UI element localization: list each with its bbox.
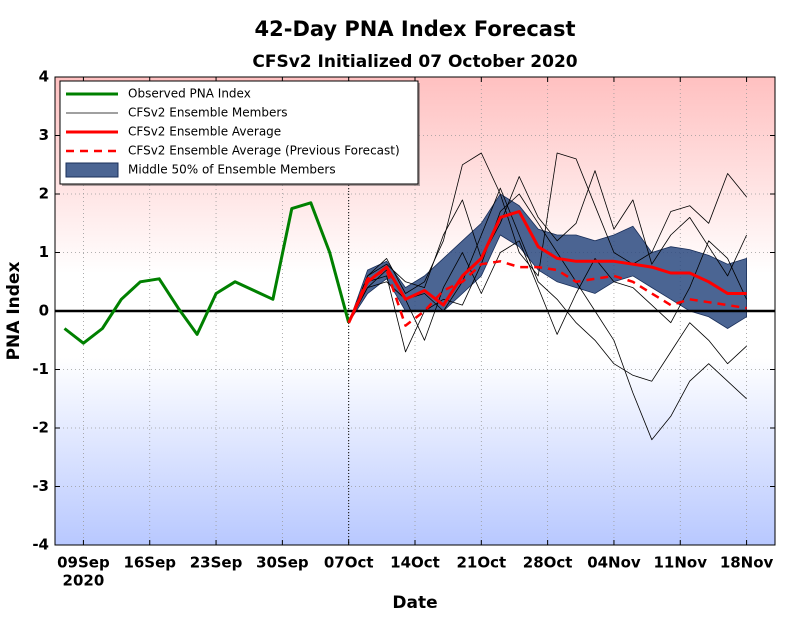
plot-frame bbox=[54, 76, 776, 546]
x-tick-label: 28Oct bbox=[523, 554, 573, 572]
x-tick-label: 18Nov bbox=[720, 554, 774, 572]
x-tick-label: 07Oct bbox=[324, 554, 374, 572]
x-axis-label: Date bbox=[392, 593, 437, 613]
x-tick-label: 23Sep bbox=[190, 554, 243, 572]
legend-box bbox=[59, 80, 419, 185]
y-tick-label: 0 bbox=[39, 302, 49, 320]
y-tick-label: -2 bbox=[32, 419, 49, 437]
x-tick-label: 16Sep bbox=[123, 554, 176, 572]
legend-label: CFSv2 Ensemble Average (Previous Forecas… bbox=[128, 144, 400, 158]
x-tick-label: 11Nov bbox=[654, 554, 708, 572]
y-tick-label: -3 bbox=[32, 477, 49, 495]
y-axis-label: PNA Index bbox=[4, 262, 24, 361]
x-tick-label: 09Sep bbox=[57, 554, 110, 572]
legend-label: Middle 50% of Ensemble Members bbox=[128, 163, 336, 177]
legend-label: CFSv2 Ensemble Members bbox=[128, 106, 288, 120]
y-tick-label: -4 bbox=[32, 536, 49, 554]
legend-label: Observed PNA Index bbox=[128, 87, 251, 101]
x-tick-label: 14Oct bbox=[390, 554, 440, 572]
legend: Observed PNA Index CFSv2 Ensemble Members… bbox=[59, 80, 420, 186]
previous-average-line bbox=[347, 260, 747, 327]
y-tick-label: 4 bbox=[39, 68, 49, 86]
x-tick-year: 2020 bbox=[63, 572, 105, 590]
chart-subtitle: CFSv2 Initialized 07 October 2020 bbox=[252, 52, 577, 72]
ensemble-member bbox=[348, 170, 747, 323]
y-tick-label: 1 bbox=[39, 243, 49, 261]
series-line bbox=[63, 201, 351, 345]
ensemble-member bbox=[348, 240, 747, 341]
y-tick-label: 2 bbox=[39, 185, 49, 203]
x-tick-label: 04Nov bbox=[587, 554, 641, 572]
chart-title: 42-Day PNA Index Forecast bbox=[255, 17, 576, 41]
series-line bbox=[347, 210, 747, 324]
legend-swatch bbox=[65, 162, 119, 178]
y-tick-label: -1 bbox=[32, 360, 49, 378]
y-tick-label: 3 bbox=[39, 126, 49, 144]
ensemble-member bbox=[348, 193, 747, 441]
x-tick-label: 21Oct bbox=[456, 554, 506, 572]
x-tick-label: 30Sep bbox=[256, 554, 309, 572]
iqr-band bbox=[348, 193, 747, 329]
legend-label: CFSv2 Ensemble Average bbox=[128, 125, 281, 139]
ensemble-member bbox=[348, 152, 747, 323]
